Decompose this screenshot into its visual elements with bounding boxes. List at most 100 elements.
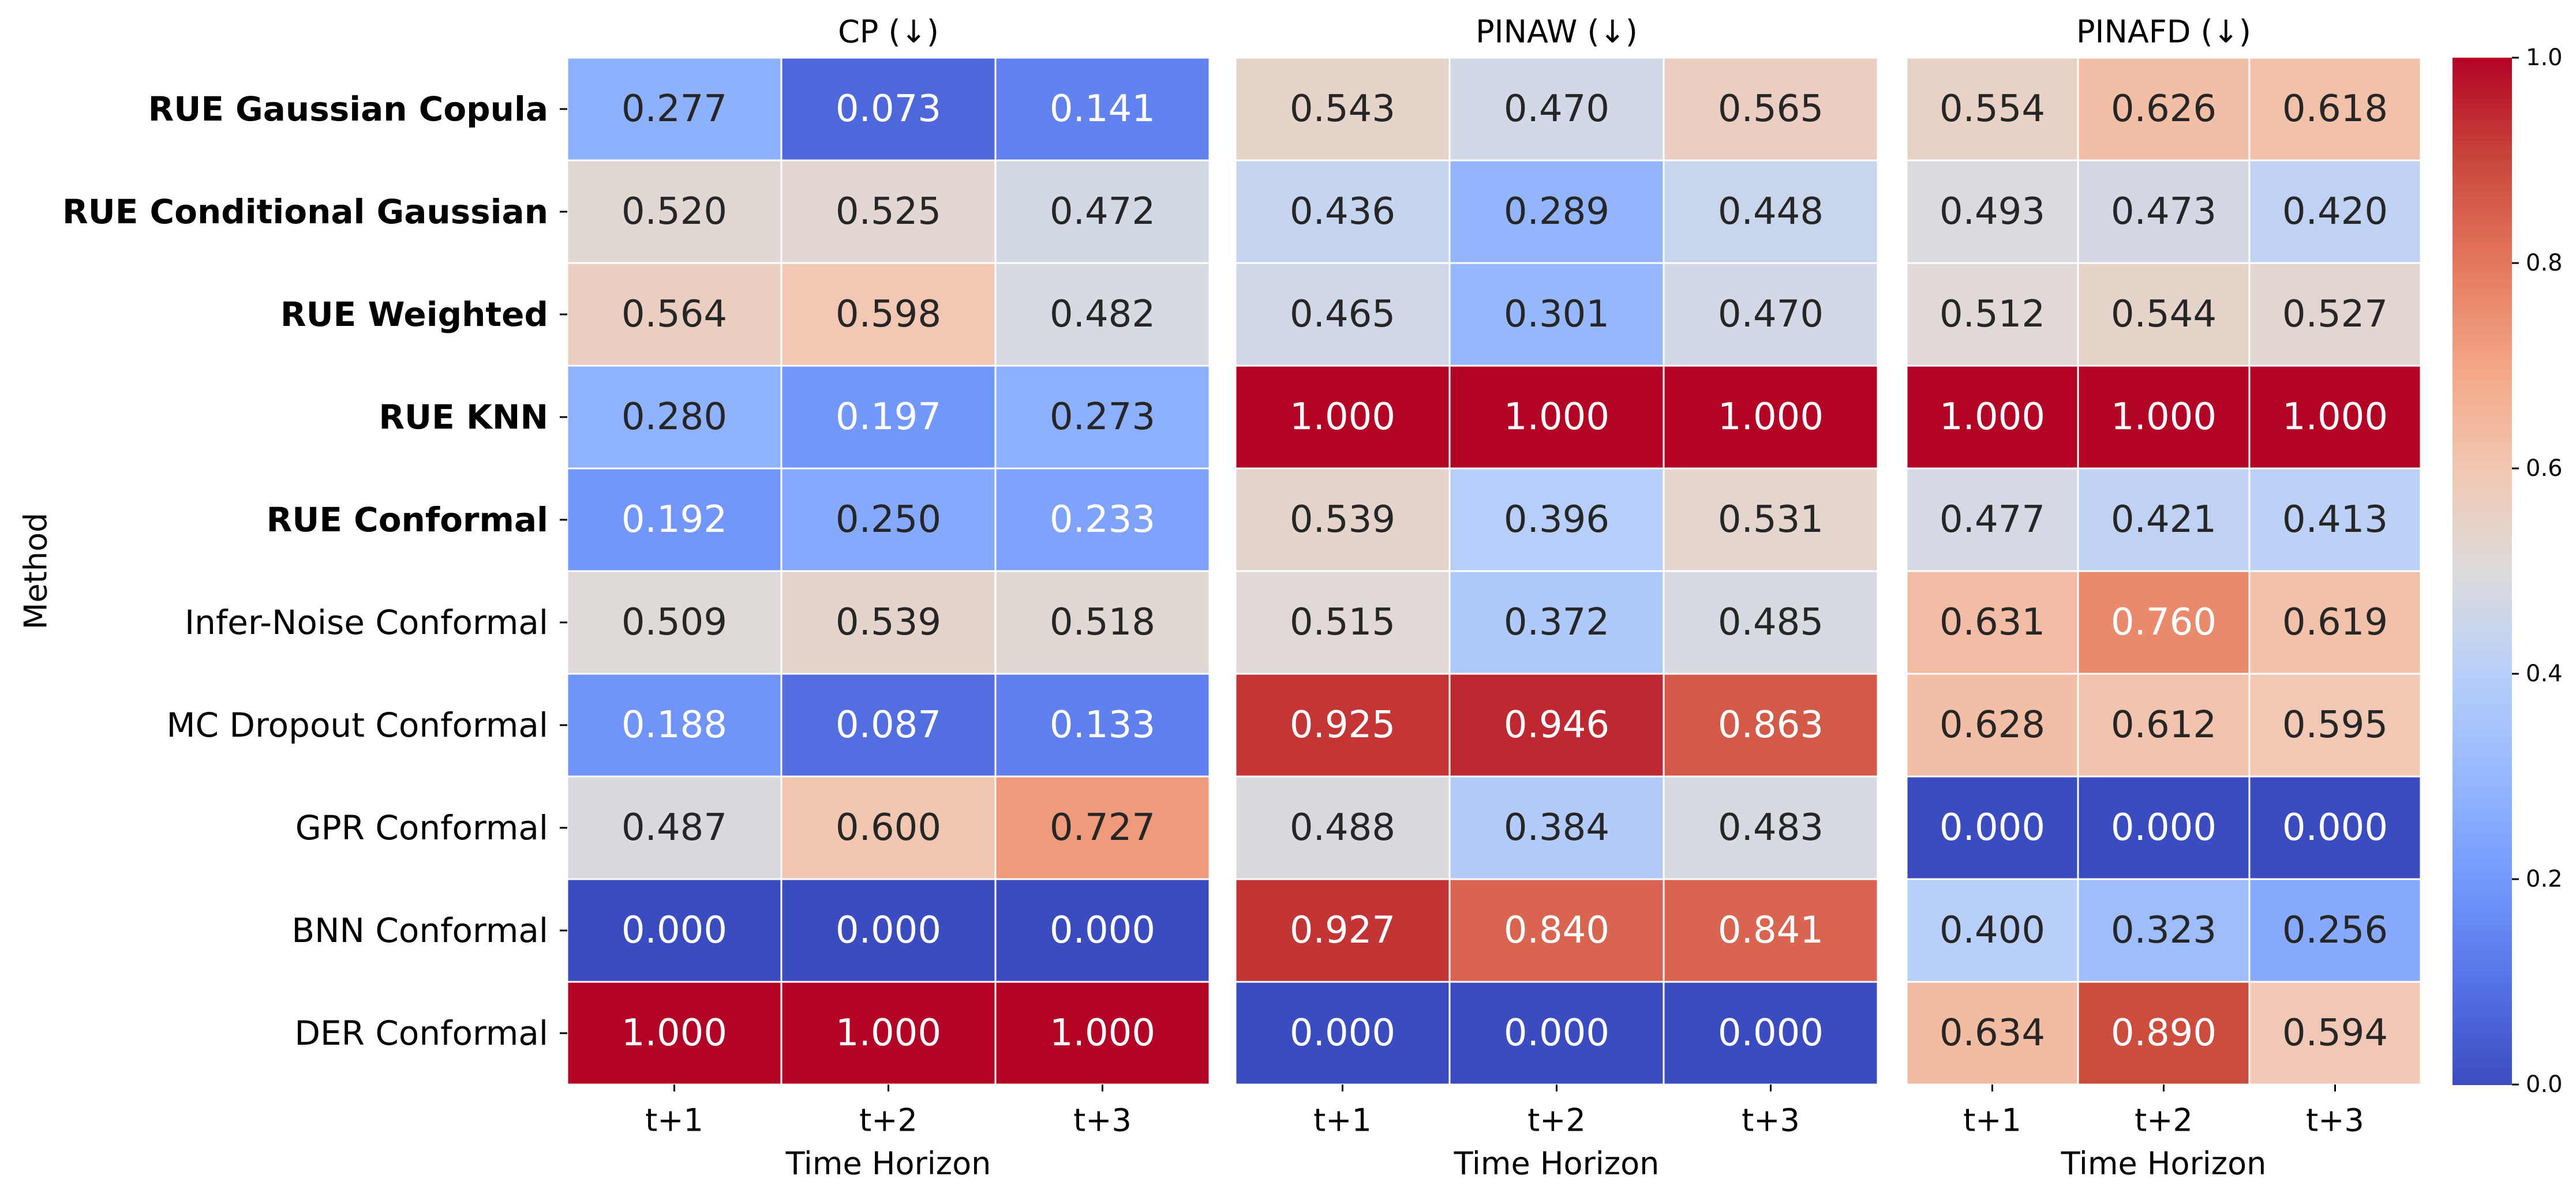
heatmap-cell: [2248, 570, 2422, 675]
colorbar-segment: [2453, 422, 2512, 428]
colorbar-segment: [2453, 684, 2512, 690]
colorbar-segment: [2453, 427, 2512, 433]
colorbar-segment: [2453, 725, 2512, 731]
colorbar-segment: [2453, 1007, 2512, 1014]
colorbar-segment: [2453, 602, 2512, 608]
panel-title: CP (↓): [838, 14, 939, 50]
x-axis-label: Time Horizon: [2061, 1146, 2267, 1182]
colorbar-segment: [2453, 986, 2512, 993]
colorbar-segment: [2453, 843, 2512, 849]
colorbar-segment: [2453, 977, 2512, 982]
cell-value-label: 0.531: [1718, 498, 1824, 541]
colorbar-segment: [2453, 489, 2512, 495]
colorbar-segment: [2453, 879, 2512, 885]
colorbar-segment: [2453, 458, 2512, 464]
cell-value-label: 0.372: [1504, 601, 1609, 644]
cell-value-label: 0.946: [1504, 704, 1609, 746]
colorbar-segment: [2453, 781, 2512, 787]
colorbar-segment: [2453, 268, 2512, 274]
heatmap-cell: [780, 775, 997, 880]
heatmap-cell: [1234, 673, 1451, 778]
colorbar-segment: [2453, 1059, 2512, 1065]
heatmap-cell: [1234, 262, 1451, 367]
heatmap-cell: [1905, 673, 2079, 778]
heatmap-cell: [994, 57, 1211, 162]
cell-value-label: 0.141: [1050, 88, 1155, 130]
colorbar-tick-label: 1.0: [2526, 44, 2563, 71]
colorbar-segment: [2453, 509, 2512, 516]
heatmap-cell: [780, 981, 997, 1086]
x-tick-label: t+3: [1073, 1102, 1132, 1139]
colorbar-segment: [2453, 1018, 2512, 1024]
colorbar-segment: [2453, 715, 2512, 721]
cell-value-label: 1.000: [1504, 396, 1609, 438]
colorbar-segment: [2453, 1079, 2512, 1085]
cell-value-label: 0.256: [2282, 909, 2388, 952]
colorbar-segment: [2453, 473, 2512, 479]
colorbar-segment: [2453, 669, 2512, 674]
colorbar-segment: [2453, 637, 2512, 644]
colorbar-segment: [2453, 119, 2512, 125]
colorbar-tick-label: 0.8: [2526, 250, 2563, 276]
cell-value-label: 0.863: [1718, 704, 1824, 746]
colorbar-segment: [2453, 432, 2512, 438]
cell-value-label: 0.000: [1504, 1012, 1609, 1055]
heatmap-cell: [1234, 878, 1451, 983]
heatmap-cell: [1663, 570, 1879, 675]
colorbar-segment: [2453, 227, 2512, 233]
heatmap-cell: [994, 981, 1211, 1086]
colorbar-segment: [2453, 776, 2512, 782]
colorbar-segment: [2453, 150, 2512, 156]
colorbar-segment: [2453, 720, 2512, 726]
cell-value-label: 1.000: [1290, 396, 1395, 438]
colorbar-segment: [2453, 437, 2512, 444]
colorbar-segment: [2453, 181, 2512, 187]
cell-value-label: 0.612: [2111, 704, 2216, 746]
colorbar-segment: [2453, 838, 2512, 844]
colorbar-segment: [2453, 463, 2512, 469]
cell-value-label: 0.421: [2111, 498, 2216, 541]
colorbar-segment: [2453, 581, 2512, 587]
colorbar-segment: [2453, 350, 2512, 357]
heatmap-cell: [566, 57, 782, 162]
colorbar-segment: [2453, 417, 2512, 423]
colorbar-segment: [2453, 710, 2512, 716]
heatmap-cell: [1234, 981, 1451, 1086]
colorbar-segment: [2453, 1033, 2512, 1039]
x-tick-label: t+2: [1527, 1102, 1586, 1139]
heatmap-cell: [1663, 262, 1879, 367]
colorbar-segment: [2453, 114, 2512, 120]
heatmap-cell: [2077, 467, 2251, 572]
colorbar-segment: [2453, 309, 2512, 315]
colorbar-segment: [2453, 627, 2512, 633]
cell-value-label: 0.465: [1290, 293, 1395, 336]
colorbar-segment: [2453, 207, 2512, 212]
colorbar-segment: [2453, 104, 2512, 110]
colorbar-segment: [2453, 894, 2512, 900]
colorbar-segment: [2453, 791, 2512, 798]
heatmap-cell: [2248, 775, 2422, 880]
cell-value-label: 0.470: [1718, 293, 1824, 336]
cell-value-label: 0.760: [2111, 601, 2216, 644]
heatmap-cell: [2248, 262, 2422, 367]
cell-value-label: 0.289: [1504, 190, 1609, 233]
heatmap-cell: [1905, 467, 2079, 572]
y-tick-label: RUE KNN: [379, 397, 548, 437]
colorbar-segment: [2453, 366, 2512, 372]
cell-value-label: 0.594: [2282, 1012, 2388, 1055]
colorbar-segment: [2453, 704, 2512, 711]
colorbar-segment: [2453, 771, 2512, 777]
cell-value-label: 0.925: [1290, 704, 1395, 746]
x-tick-label: t+2: [859, 1102, 918, 1139]
cell-value-label: 0.436: [1290, 190, 1395, 233]
y-tick-label: RUE Weighted: [280, 295, 548, 334]
colorbar-segment: [2453, 1048, 2512, 1055]
colorbar-segment: [2453, 935, 2512, 941]
colorbar-segment: [2453, 530, 2512, 536]
cell-value-label: 0.539: [836, 601, 941, 644]
colorbar-segment: [2453, 561, 2512, 567]
colorbar-segment: [2453, 58, 2512, 63]
colorbar-segment: [2453, 67, 2512, 74]
heatmap-cell: [780, 467, 997, 572]
colorbar-segment: [2453, 853, 2512, 860]
